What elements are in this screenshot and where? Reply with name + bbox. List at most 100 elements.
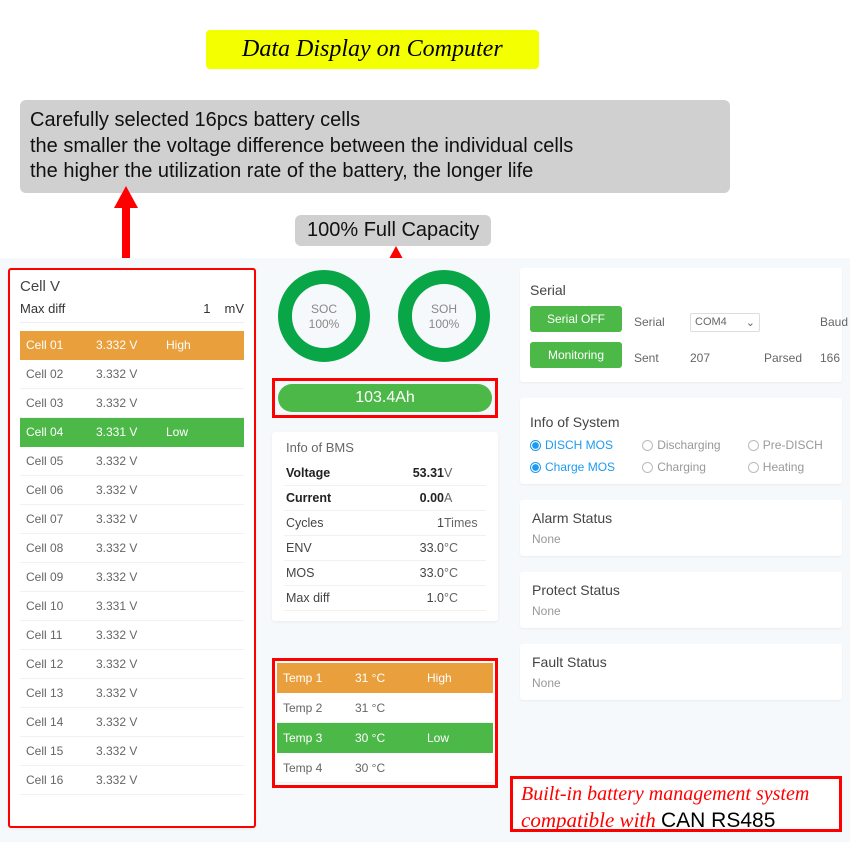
panel-title: Info of BMS bbox=[284, 440, 486, 455]
bms-unit: V bbox=[444, 466, 484, 480]
bms-unit: °C bbox=[444, 541, 484, 555]
bms-label: Max diff bbox=[286, 591, 400, 605]
cell-voltage: 3.332 V bbox=[96, 773, 166, 787]
cell-row: Cell 063.332 V bbox=[20, 476, 244, 505]
cell-row: Cell 093.332 V bbox=[20, 563, 244, 592]
info-system-panel: Info of System DISCH MOS Discharging Pre-D… bbox=[520, 398, 842, 484]
system-status-label: Discharging bbox=[657, 438, 720, 452]
radio-icon bbox=[642, 440, 653, 451]
status-value: None bbox=[532, 604, 830, 618]
cell-voltage: 3.332 V bbox=[96, 657, 166, 671]
temp-row: Temp 430 °C bbox=[277, 753, 493, 783]
right-column: Serial Serial OFF Serial COM4 ⌄ Baud r M… bbox=[520, 268, 842, 700]
temp-name: Temp 3 bbox=[283, 731, 355, 745]
description-line: the higher the utilization rate of the b… bbox=[30, 159, 720, 185]
radio-icon bbox=[530, 462, 541, 473]
bms-label: ENV bbox=[286, 541, 400, 555]
callout-line: Built-in battery management system bbox=[521, 782, 831, 807]
capacity-value: 103.4Ah bbox=[278, 384, 492, 412]
bms-value: 1.0 bbox=[400, 591, 444, 605]
system-status-item[interactable]: Discharging bbox=[642, 438, 730, 452]
cell-name: Cell 04 bbox=[26, 425, 96, 439]
cell-name: Cell 05 bbox=[26, 454, 96, 468]
temp-row: Temp 330 °CLow bbox=[277, 723, 493, 753]
cell-row: Cell 023.332 V bbox=[20, 360, 244, 389]
bms-unit: °C bbox=[444, 591, 484, 605]
cell-row: Cell 103.331 V bbox=[20, 592, 244, 621]
description-line: the smaller the voltage difference betwe… bbox=[30, 134, 720, 160]
system-status-item[interactable]: Heating bbox=[748, 460, 832, 474]
status-value: None bbox=[532, 532, 830, 546]
cell-voltage: 3.332 V bbox=[96, 512, 166, 526]
cell-name: Cell 11 bbox=[26, 628, 96, 642]
cell-name: Cell 06 bbox=[26, 483, 96, 497]
cell-name: Cell 14 bbox=[26, 715, 96, 729]
cell-voltage: 3.331 V bbox=[96, 425, 166, 439]
cell-voltage: 3.332 V bbox=[96, 396, 166, 410]
dashboard-screenshot: Cell V Max diff 1 mV Cell 013.332 VHighC… bbox=[0, 258, 850, 842]
cell-voltage: 3.332 V bbox=[96, 570, 166, 584]
bms-row: Current0.00A bbox=[284, 486, 486, 511]
serial-off-button[interactable]: Serial OFF bbox=[530, 306, 622, 332]
cell-row: Cell 163.332 V bbox=[20, 766, 244, 795]
temp-name: Temp 1 bbox=[283, 671, 355, 685]
bms-row: Voltage53.31V bbox=[284, 461, 486, 486]
max-diff-unit: mV bbox=[225, 301, 245, 316]
cell-row: Cell 143.332 V bbox=[20, 708, 244, 737]
system-status-item[interactable]: Pre-DISCH bbox=[748, 438, 832, 452]
cell-row: Cell 133.332 V bbox=[20, 679, 244, 708]
bms-unit: Times bbox=[444, 516, 484, 530]
status-value: None bbox=[532, 676, 830, 690]
radio-icon bbox=[530, 440, 541, 451]
system-status-item[interactable]: Charging bbox=[642, 460, 730, 474]
cell-flag: High bbox=[166, 338, 226, 352]
panel-title: Alarm Status bbox=[532, 510, 830, 526]
bms-label: Current bbox=[286, 491, 400, 505]
panel-title: Fault Status bbox=[532, 654, 830, 670]
soh-gauge: SOH 100% bbox=[398, 270, 490, 362]
system-status-label: Charge MOS bbox=[545, 460, 615, 474]
cell-row: Cell 113.332 V bbox=[20, 621, 244, 650]
gauges: SOC 100% SOH 100% bbox=[278, 270, 490, 362]
cell-voltage: 3.332 V bbox=[96, 367, 166, 381]
cell-voltage: 3.332 V bbox=[96, 483, 166, 497]
system-status-label: Pre-DISCH bbox=[763, 438, 823, 452]
max-diff-value: 1 bbox=[203, 301, 210, 316]
serial-panel: Serial Serial OFF Serial COM4 ⌄ Baud r M… bbox=[520, 268, 842, 382]
cell-row: Cell 033.332 V bbox=[20, 389, 244, 418]
bms-row: Max diff1.0°C bbox=[284, 586, 486, 611]
system-status-label: Heating bbox=[763, 460, 804, 474]
fault-status-panel: Fault Status None bbox=[520, 644, 842, 700]
temp-value: 30 °C bbox=[355, 761, 427, 775]
description-box: Carefully selected 16pcs battery cells t… bbox=[20, 100, 730, 193]
capacity-box: 103.4Ah bbox=[272, 378, 498, 418]
panel-title: Info of System bbox=[530, 414, 832, 430]
temp-row: Temp 231 °C bbox=[277, 693, 493, 723]
temp-name: Temp 2 bbox=[283, 701, 355, 715]
cell-voltage: 3.331 V bbox=[96, 599, 166, 613]
cell-row: Cell 013.332 VHigh bbox=[20, 331, 244, 360]
cell-name: Cell 10 bbox=[26, 599, 96, 613]
temp-value: 31 °C bbox=[355, 701, 427, 715]
serial-port-select[interactable]: COM4 ⌄ bbox=[690, 313, 760, 332]
panel-title: Cell V bbox=[20, 278, 244, 295]
serial-port-value: COM4 bbox=[695, 316, 727, 328]
temp-flag: High bbox=[427, 671, 487, 685]
cell-name: Cell 07 bbox=[26, 512, 96, 526]
bms-label: Voltage bbox=[286, 466, 400, 480]
monitoring-button[interactable]: Monitoring bbox=[530, 342, 622, 368]
cell-row: Cell 083.332 V bbox=[20, 534, 244, 563]
cell-voltage: 3.332 V bbox=[96, 454, 166, 468]
bms-info-panel: Info of BMS Voltage53.31VCurrent0.00ACyc… bbox=[272, 432, 498, 621]
cell-voltage: 3.332 V bbox=[96, 715, 166, 729]
system-status-item[interactable]: DISCH MOS bbox=[530, 438, 624, 452]
bms-callout: Built-in battery management system compa… bbox=[510, 776, 842, 832]
system-status-item[interactable]: Charge MOS bbox=[530, 460, 624, 474]
max-diff-label: Max diff bbox=[20, 301, 65, 316]
protect-status-panel: Protect Status None bbox=[520, 572, 842, 628]
radio-icon bbox=[748, 462, 759, 473]
temperature-table: Temp 131 °CHighTemp 231 °CTemp 330 °CLow… bbox=[272, 658, 498, 788]
temp-flag: Low bbox=[427, 731, 487, 745]
cell-name: Cell 01 bbox=[26, 338, 96, 352]
bms-row: MOS33.0°C bbox=[284, 561, 486, 586]
